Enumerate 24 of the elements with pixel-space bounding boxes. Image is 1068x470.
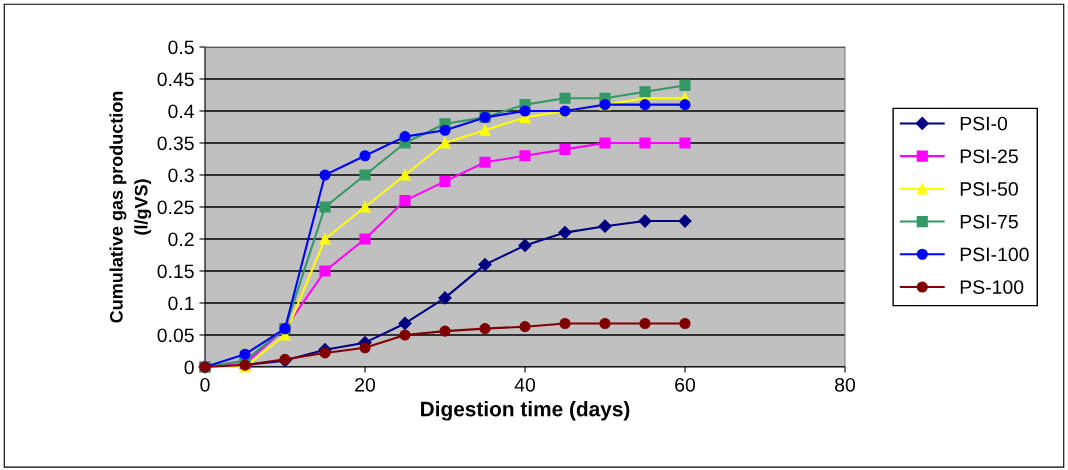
y-tick-label: 0.05 (157, 328, 194, 343)
legend-label: PSI-0 (960, 116, 1008, 131)
legend-label: PSI-100 (960, 247, 1029, 262)
legend-label: PSI-25 (960, 149, 1018, 164)
y-tick-label: 0.4 (168, 104, 195, 119)
y-tick-label: 0.35 (157, 136, 194, 151)
y-tick-label: 0.1 (168, 296, 194, 311)
legend-label: PS-100 (960, 280, 1024, 294)
y-tick-label: 0.15 (157, 264, 194, 279)
legend-label: PSI-50 (960, 182, 1018, 196)
legend-label: PSI-75 (960, 214, 1018, 229)
y-tick-label: 0.3 (168, 168, 194, 183)
y-tick-label: 0 (184, 360, 194, 375)
x-tick-label: 0 (200, 377, 210, 392)
x-tick-label: 40 (514, 377, 536, 392)
x-tick-label: 80 (835, 377, 856, 392)
y-axis-title: Cumulative gas production (l/gVS) (109, 91, 152, 323)
y-tick-label: 0.25 (157, 200, 194, 215)
x-tick-label: 60 (675, 377, 696, 392)
x-tick-label: 20 (355, 377, 376, 392)
y-tick-label: 0.5 (168, 40, 194, 55)
x-axis-title: Digestion time (days) (421, 401, 630, 421)
y-tick-label: 0.45 (157, 72, 194, 87)
y-tick-label: 0.2 (168, 232, 194, 247)
